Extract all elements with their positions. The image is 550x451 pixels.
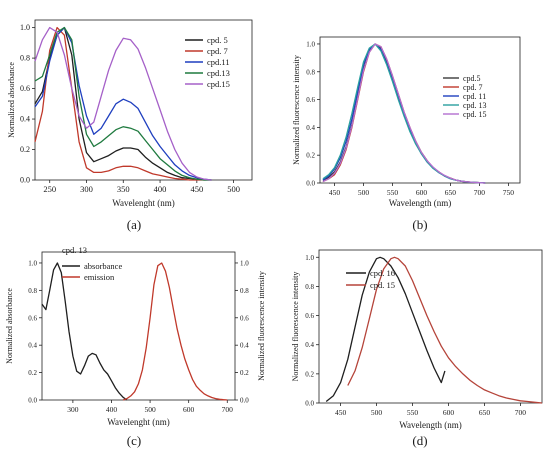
y-axis-right-label: Normalized fluorescence intensity (257, 271, 266, 381)
legend-label: cpd. 15 (370, 280, 395, 290)
y-axis-label: Normalized absorbance (7, 62, 16, 138)
y-tick-label: 0.0 (28, 397, 37, 405)
x-axis-label: Wavelength (nm) (399, 420, 462, 430)
y-axis-label: Normalized fluorescence intensity (292, 55, 301, 165)
series-line-2 (347, 256, 543, 404)
legend-label: cpd.5 (463, 74, 481, 83)
y-axis-label: Normalized fluorescence intensity (291, 272, 300, 382)
y-tick-label: 0.8 (306, 68, 315, 76)
legend-label: cpd. 16 (370, 268, 395, 278)
x-axis-label: Wavelength (nm) (389, 198, 452, 208)
x-tick-label: 600 (443, 408, 455, 417)
y-right-tick-label: 0.6 (240, 314, 249, 322)
x-tick-label: 400 (154, 184, 167, 194)
x-tick-label: 600 (183, 405, 195, 414)
y-tick-label: 0.4 (20, 115, 30, 124)
x-tick-label: 750 (503, 188, 515, 197)
series-line-2 (34, 26, 205, 181)
x-tick-label: 250 (43, 184, 56, 194)
legend-label: cpd.13 (207, 68, 230, 78)
y-tick-label: 0.4 (28, 342, 37, 350)
x-tick-label: 450 (329, 188, 341, 197)
legend-label: cpd. 15 (463, 110, 487, 119)
x-tick-label: 500 (371, 408, 383, 417)
chart-panel-3: 300 400 500 600 700 0.0 0.2 0.4 0.6 0.8 1.0 0.0 0.2 0… (5, 245, 266, 427)
x-tick-label: 500 (144, 405, 156, 414)
x-tick-label: 300 (67, 405, 79, 414)
y-tick-label: 0.2 (28, 369, 37, 377)
y-tick-label: 1.0 (28, 259, 37, 267)
y-right-tick-label: 0.8 (240, 287, 249, 295)
x-tick-label: 550 (387, 188, 399, 197)
y-right-tick-label: 0.2 (240, 369, 249, 377)
chart-panel-1: 250 300 350 400 450 500 0.0 0.2 0.4 0.6 0.8 1.0 Wave… (7, 19, 253, 208)
chart-panel-4: 450 500 550 600 650 700 0.0 0.2 0.4 0.6 0.8 1.0 Wave… (291, 249, 543, 430)
x-tick-label: 300 (80, 184, 93, 194)
y-tick-label: 0.0 (20, 176, 30, 185)
y-tick-label: 0.6 (28, 314, 37, 322)
plot-frame (318, 249, 543, 404)
y-tick-label: 0.6 (20, 84, 30, 93)
x-tick-label: 650 (445, 188, 457, 197)
legend-label: absorbance (84, 261, 122, 271)
legend-label: emission (84, 272, 115, 282)
y-tick-label: 0.8 (28, 287, 37, 295)
y-tick-label: 0.4 (306, 124, 315, 132)
plot-frame (41, 251, 236, 401)
x-axis-label: Wavelenght (nm) (107, 417, 170, 427)
series-line-1 (325, 256, 446, 403)
x-tick-label: 450 (190, 184, 203, 194)
x-axis-label: Wavelenght (nm) (112, 198, 175, 208)
legend-label: cpd. 7 (463, 83, 483, 92)
y-axis-label: Normalized absorbance (5, 288, 14, 364)
y-tick-label: 0.8 (20, 54, 30, 63)
y-tick-label: 0.0 (306, 180, 315, 188)
legend-label: cpd. 13 (463, 101, 487, 110)
legend-label: cpd. 5 (207, 35, 228, 45)
chart-title: cpd. 13 (62, 245, 87, 255)
x-tick-label: 350 (117, 184, 130, 194)
y-tick-label: 0.6 (306, 96, 315, 104)
y-tick-label: 0.2 (305, 370, 314, 378)
x-tick-label: 600 (416, 188, 428, 197)
x-tick-label: 500 (227, 184, 240, 194)
series-line-5 (34, 26, 212, 181)
y-tick-label: 0.2 (306, 152, 315, 160)
plot-frame (34, 19, 253, 181)
x-tick-label: 700 (222, 405, 234, 414)
y-tick-label: 1.0 (305, 254, 314, 262)
y-right-tick-label: 0.4 (240, 342, 249, 350)
x-tick-label: 500 (358, 188, 370, 197)
y-right-tick-label: 1.0 (240, 259, 249, 267)
x-tick-label: 650 (479, 408, 491, 417)
chart-panel-2: 450 500 550 600 650 700 750 0.0 0.2 0.4 0.6 0.8 1.0 W… (292, 36, 521, 208)
y-tick-label: 0.6 (305, 312, 314, 320)
y-right-tick-label: 0.0 (240, 397, 249, 405)
x-tick-label: 550 (407, 408, 419, 417)
y-tick-label: 0.8 (305, 283, 314, 291)
series-line-5 (322, 43, 486, 184)
y-tick-label: 0.2 (20, 145, 30, 154)
x-tick-label: 700 (515, 408, 527, 417)
y-tick-label: 1.0 (306, 40, 315, 48)
legend-label: cpd. 7 (207, 46, 228, 56)
series-line-2 (122, 262, 228, 401)
legend-label: cpd.15 (207, 79, 230, 89)
plot-frame (319, 36, 521, 184)
x-tick-label: 700 (474, 188, 486, 197)
y-tick-label: 0.4 (305, 341, 314, 349)
series-line-4 (34, 26, 212, 181)
x-tick-label: 400 (106, 405, 118, 414)
series-line-1 (41, 262, 128, 401)
x-tick-label: 450 (335, 408, 347, 417)
legend-label: cpd.11 (207, 57, 230, 67)
y-tick-label: 0.0 (305, 400, 314, 408)
y-tick-label: 1.0 (20, 23, 30, 32)
legend-label: cpd. 11 (463, 92, 486, 101)
